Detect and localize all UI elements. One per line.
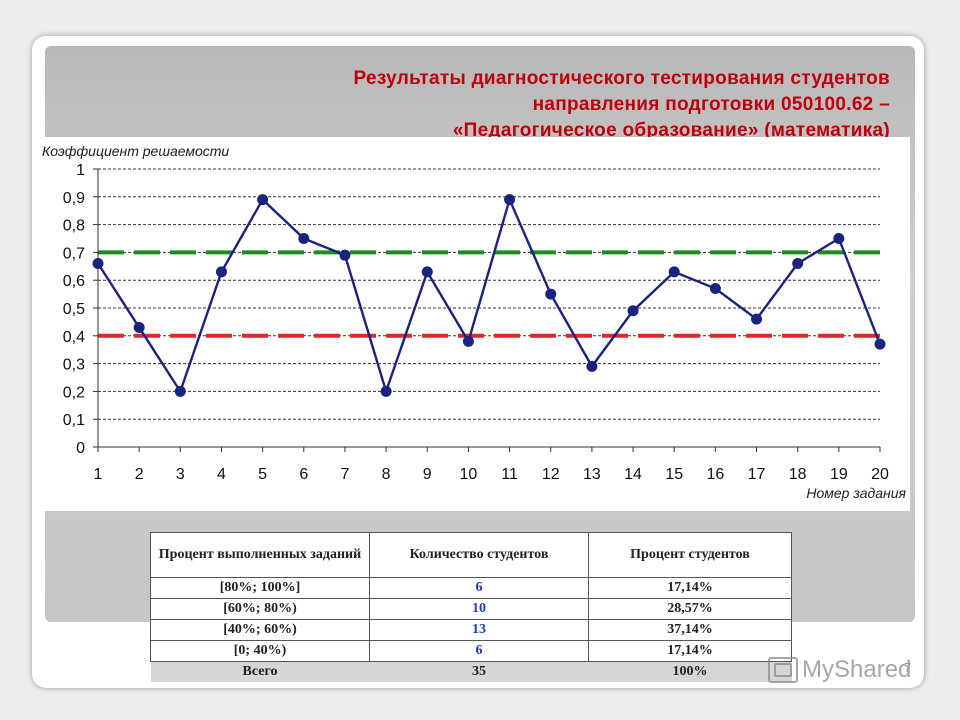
table-row: [0; 40%) 6 17,14% [150, 640, 792, 662]
x-tick-label: 19 [830, 466, 848, 483]
table-row: [80%; 100%] 6 17,14% [150, 577, 792, 599]
x-tick-label: 9 [423, 466, 432, 483]
x-tick-label: 8 [382, 466, 391, 483]
y-tick-label: 0,6 [63, 273, 85, 290]
x-tick-label: 20 [871, 466, 889, 483]
data-point [586, 360, 598, 372]
percent-cell: 28,57% [588, 598, 792, 620]
data-point [833, 233, 845, 244]
total-percent-cell: 100% [672, 664, 708, 679]
y-tick-label: 0,1 [63, 412, 85, 429]
data-point [133, 321, 145, 333]
count-cell: 6 [369, 577, 589, 599]
y-tick-label: 0,8 [63, 218, 85, 235]
x-tick-label: 4 [217, 466, 226, 483]
percent-cell: 17,14% [588, 640, 792, 662]
data-point [421, 266, 433, 278]
percent-cell: 17,14% [588, 577, 792, 599]
data-point [92, 258, 104, 270]
y-tick-label: 0,9 [63, 190, 85, 207]
data-point [792, 258, 804, 270]
data-point [174, 385, 186, 397]
y-tick-label: 0 [76, 440, 85, 457]
header-student-count: Количество студентов [369, 532, 589, 578]
results-table: Процент выполненных заданий Количество с… [150, 532, 792, 682]
x-tick-label: 5 [258, 466, 267, 483]
data-point [380, 385, 392, 397]
x-tick-label: 1 [94, 466, 103, 483]
x-tick-label: 12 [542, 466, 560, 483]
total-label-cell: Всего [242, 664, 278, 679]
data-point [668, 266, 680, 278]
data-point [627, 305, 639, 317]
data-point [751, 313, 763, 325]
x-tick-label: 7 [340, 466, 349, 483]
page-number: 7 [904, 660, 912, 675]
table-total-row: Всего 35 100% [150, 661, 792, 682]
chart-panel: Коэффициент решаемости Номер задания 0 0,… [40, 137, 910, 511]
percent-cell: 37,14% [588, 619, 792, 641]
x-tick-label: 16 [706, 466, 724, 483]
data-point [504, 194, 516, 206]
axes: 00,10,20,30,40,50,60,70,80,911 2 3 4 5 6 7 8 9 10… [63, 162, 889, 483]
series-line [96, 196, 882, 396]
x-tick-label: 17 [748, 466, 766, 483]
y-tick-label: 0,4 [63, 329, 85, 346]
y-tick-label: 0,3 [63, 357, 85, 374]
x-tick-label: 10 [460, 466, 478, 483]
x-tick-label: 13 [583, 466, 601, 483]
x-tick-label: 3 [176, 466, 185, 483]
range-cell: [40%; 60%) [150, 619, 370, 641]
line-chart: Коэффициент решаемости Номер задания 0 0,… [42, 143, 907, 501]
data-point [709, 283, 721, 295]
y-tick-label: 1 [76, 162, 85, 179]
count-cell: 13 [369, 619, 589, 641]
y-axis-label: Коэффициент решаемости [42, 143, 229, 159]
table-row: [60%; 80%) 10 28,57% [150, 598, 792, 620]
x-tick-label: 18 [789, 466, 807, 483]
title-line-2: направления подготовки 050100.62 – [532, 94, 890, 115]
data-point [874, 338, 886, 350]
header-student-percent: Процент студентов [588, 532, 792, 578]
data-point [545, 288, 557, 300]
count-cell: 6 [369, 640, 589, 662]
series [92, 194, 886, 397]
table-row: [40%; 60%) 13 37,14% [150, 619, 792, 641]
x-tick-label: 15 [665, 466, 683, 483]
x-tick-label: 2 [135, 466, 144, 483]
range-cell: [80%; 100%] [150, 577, 370, 599]
y-tick-label: 0,2 [63, 384, 85, 401]
count-cell: 10 [369, 598, 589, 620]
title-line-3: «Педагогическое образование» (математика… [452, 120, 890, 141]
watermark: MyShared [768, 656, 911, 684]
table-header-row: Процент выполненных заданий Количество с… [150, 532, 792, 578]
data-point [462, 335, 474, 347]
data-point [339, 249, 351, 261]
data-point [257, 194, 269, 206]
grid [98, 168, 880, 420]
watermark-text: MyShared [802, 656, 912, 683]
x-tick-label: 14 [624, 466, 642, 483]
y-tick-label: 0,5 [63, 301, 85, 318]
data-point [298, 233, 310, 244]
reference-lines [98, 250, 880, 338]
slide-title: Результаты диагностического тестирования… [150, 66, 890, 144]
range-cell: [0; 40%) [150, 640, 370, 662]
y-tick-label: 0,7 [63, 245, 85, 262]
title-line-1: Результаты диагностического тестирования… [353, 68, 890, 89]
x-tick-label: 11 [501, 466, 518, 483]
x-axis-label: Номер задания [806, 485, 906, 501]
range-cell: [60%; 80%) [150, 598, 370, 620]
x-tick-label: 6 [299, 466, 308, 483]
presentation-icon [768, 657, 798, 683]
data-point [215, 266, 227, 278]
header-percent-completed: Процент выполненных заданий [150, 532, 370, 578]
total-count-cell: 35 [472, 664, 486, 679]
